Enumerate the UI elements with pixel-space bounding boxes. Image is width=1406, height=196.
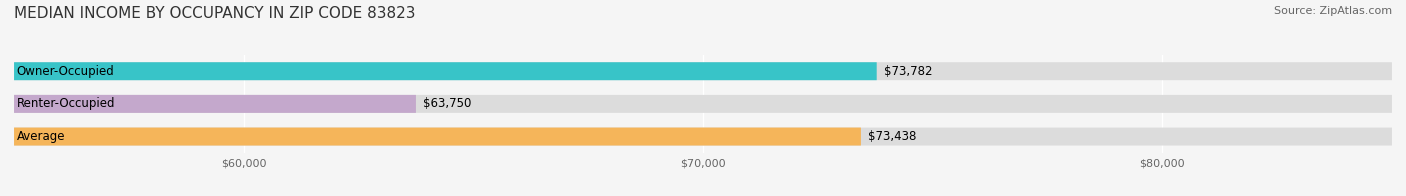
Text: Average: Average xyxy=(17,130,65,143)
Text: Renter-Occupied: Renter-Occupied xyxy=(17,97,115,110)
FancyBboxPatch shape xyxy=(14,128,860,145)
Text: Source: ZipAtlas.com: Source: ZipAtlas.com xyxy=(1274,6,1392,16)
FancyBboxPatch shape xyxy=(14,62,1392,80)
FancyBboxPatch shape xyxy=(14,95,1392,113)
Text: $63,750: $63,750 xyxy=(423,97,471,110)
Text: $73,438: $73,438 xyxy=(868,130,917,143)
FancyBboxPatch shape xyxy=(14,128,1392,145)
FancyBboxPatch shape xyxy=(14,95,416,113)
Text: MEDIAN INCOME BY OCCUPANCY IN ZIP CODE 83823: MEDIAN INCOME BY OCCUPANCY IN ZIP CODE 8… xyxy=(14,6,416,21)
Text: $73,782: $73,782 xyxy=(883,65,932,78)
Text: Owner-Occupied: Owner-Occupied xyxy=(17,65,114,78)
FancyBboxPatch shape xyxy=(14,62,877,80)
